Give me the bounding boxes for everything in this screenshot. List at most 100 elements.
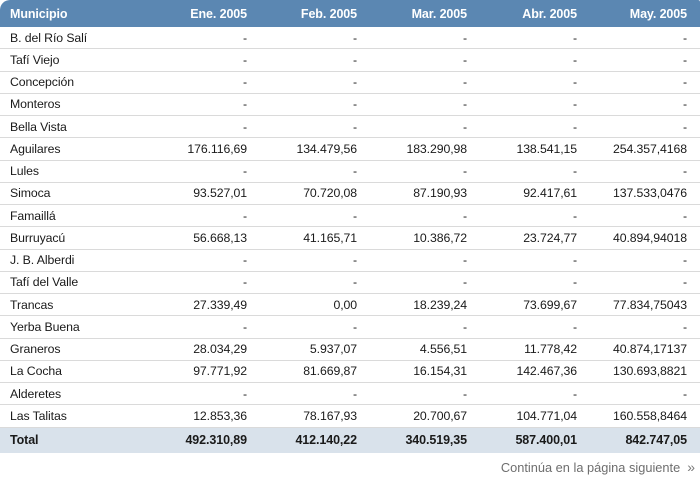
table-row: B. del Río Salí - - - - - — [0, 27, 700, 50]
value-cell: - — [463, 253, 467, 268]
municipio-cell: B. del Río Salí — [10, 30, 88, 45]
municipio-cell: Tafí Viejo — [10, 52, 60, 67]
value-cell: 0,00 — [333, 297, 357, 312]
value-cell: 23.724,77 — [523, 230, 577, 245]
value-cell: - — [353, 386, 357, 401]
value-cell: 176.116,69 — [187, 141, 247, 156]
value-cell: - — [463, 52, 467, 67]
value-cell: - — [353, 253, 357, 268]
value-cell: - — [243, 253, 247, 268]
value-cell: - — [683, 119, 687, 134]
value-cell: - — [353, 208, 357, 223]
value-cell: 130.693,8821 — [612, 364, 687, 379]
value-cell: - — [243, 164, 247, 179]
value-cell: 11.778,42 — [524, 342, 577, 357]
value-cell: - — [463, 97, 467, 112]
municipio-cell: Simoca — [10, 186, 51, 201]
total-value-cell: 412.140,22 — [295, 433, 357, 447]
municipio-cell: La Cocha — [10, 364, 62, 379]
municipio-cell: Alderetes — [10, 386, 62, 401]
column-header: Feb. 2005 — [300, 6, 357, 21]
value-cell: - — [243, 52, 247, 67]
value-cell: - — [353, 164, 357, 179]
value-cell: 4.556,51 — [419, 342, 467, 357]
table-header-row: Municipio Ene. 2005 Feb. 2005 Mar. 2005 Abr.… — [0, 0, 700, 27]
value-cell: 40.874,17137 — [612, 342, 687, 357]
value-cell: - — [573, 164, 577, 179]
value-cell: 28.034,29 — [193, 342, 247, 357]
municipio-cell: Trancas — [10, 297, 54, 312]
total-value-cell: 842.747,05 — [625, 433, 687, 447]
value-cell: - — [353, 52, 357, 67]
value-cell: - — [243, 97, 247, 112]
value-cell: 183.290,98 — [406, 141, 467, 156]
value-cell: - — [353, 319, 357, 334]
value-cell: 138.541,15 — [516, 141, 577, 156]
value-cell: 134.479,56 — [296, 141, 357, 156]
value-cell: - — [463, 386, 467, 401]
value-cell: 160.558,8464 — [612, 408, 687, 423]
total-value-cell: 587.400,01 — [515, 433, 577, 447]
continuation-note: Continúa en la página siguiente » — [0, 460, 700, 475]
table-row: Tafí Viejo - - - - - — [0, 49, 700, 72]
table-row: Tafí del Valle - - - - - — [0, 272, 700, 294]
value-cell: - — [683, 386, 687, 401]
value-cell: - — [683, 75, 687, 90]
double-chevron-icon: » — [687, 459, 695, 475]
value-cell: 104.771,04 — [516, 408, 577, 423]
value-cell: - — [573, 319, 577, 334]
value-cell: - — [463, 208, 467, 223]
value-cell: 142.467,36 — [516, 364, 577, 379]
value-cell: 92.417,61 — [523, 186, 577, 201]
value-cell: 27.339,49 — [193, 297, 247, 312]
value-cell: 41.165,71 — [303, 230, 357, 245]
municipio-cell: Concepción — [10, 75, 74, 90]
total-row: Total 492.310,89 412.140,22 340.519,35 5… — [0, 427, 700, 453]
municipio-cell: Aguilares — [10, 141, 61, 156]
value-cell: - — [573, 208, 577, 223]
value-cell: - — [353, 75, 357, 90]
municipio-cell: Yerba Buena — [10, 319, 80, 334]
table-body: B. del Río Salí - - - - - Tafí Viejo - - - - - Conce… — [0, 27, 700, 428]
value-cell: - — [683, 30, 687, 45]
municipio-cell: Monteros — [10, 97, 61, 112]
table-row: Lules - - - - - — [0, 161, 700, 183]
value-cell: - — [573, 75, 577, 90]
value-cell: - — [573, 97, 577, 112]
value-cell: - — [243, 275, 247, 290]
value-cell: 254.357,4168 — [612, 141, 687, 156]
value-cell: - — [573, 119, 577, 134]
value-cell: - — [573, 275, 577, 290]
value-cell: 5.937,07 — [309, 342, 357, 357]
value-cell: - — [683, 319, 687, 334]
continuation-text: Continúa en la página siguiente — [500, 459, 681, 475]
value-cell: - — [683, 164, 687, 179]
value-cell: 56.668,13 — [193, 230, 247, 245]
monthly-collection-table: Municipio Ene. 2005 Feb. 2005 Mar. 2005 Abr.… — [0, 0, 700, 453]
value-cell: 73.699,67 — [523, 297, 577, 312]
municipio-cell: Graneros — [10, 342, 61, 357]
value-cell: - — [353, 30, 357, 45]
value-cell: - — [573, 30, 577, 45]
value-cell: - — [353, 119, 357, 134]
value-cell: - — [573, 386, 577, 401]
table-row: Bella Vista - - - - - — [0, 116, 700, 139]
table-row: Aguilares 176.116,69 134.479,56 183.290,98 1… — [0, 138, 700, 161]
municipio-cell: Burruyacú — [10, 230, 66, 245]
value-cell: 77.834,75043 — [612, 297, 687, 312]
total-value-cell: 492.310,89 — [185, 433, 247, 447]
value-cell: - — [463, 30, 467, 45]
value-cell: - — [683, 52, 687, 67]
table-row: Las Talitas 12.853,36 78.167,93 20.700,67 10… — [0, 405, 700, 428]
value-cell: - — [463, 319, 467, 334]
table-row: Trancas 27.339,49 0,00 18.239,24 73.699,67 77… — [0, 294, 700, 317]
value-cell: 97.771,92 — [193, 364, 247, 379]
value-cell: 137.533,0476 — [612, 186, 687, 201]
table-row: Famaillá - - - - - — [0, 205, 700, 228]
value-cell: - — [463, 164, 467, 179]
value-cell: - — [243, 208, 247, 223]
value-cell: - — [683, 275, 687, 290]
total-label: Total — [10, 433, 39, 447]
value-cell: - — [573, 253, 577, 268]
